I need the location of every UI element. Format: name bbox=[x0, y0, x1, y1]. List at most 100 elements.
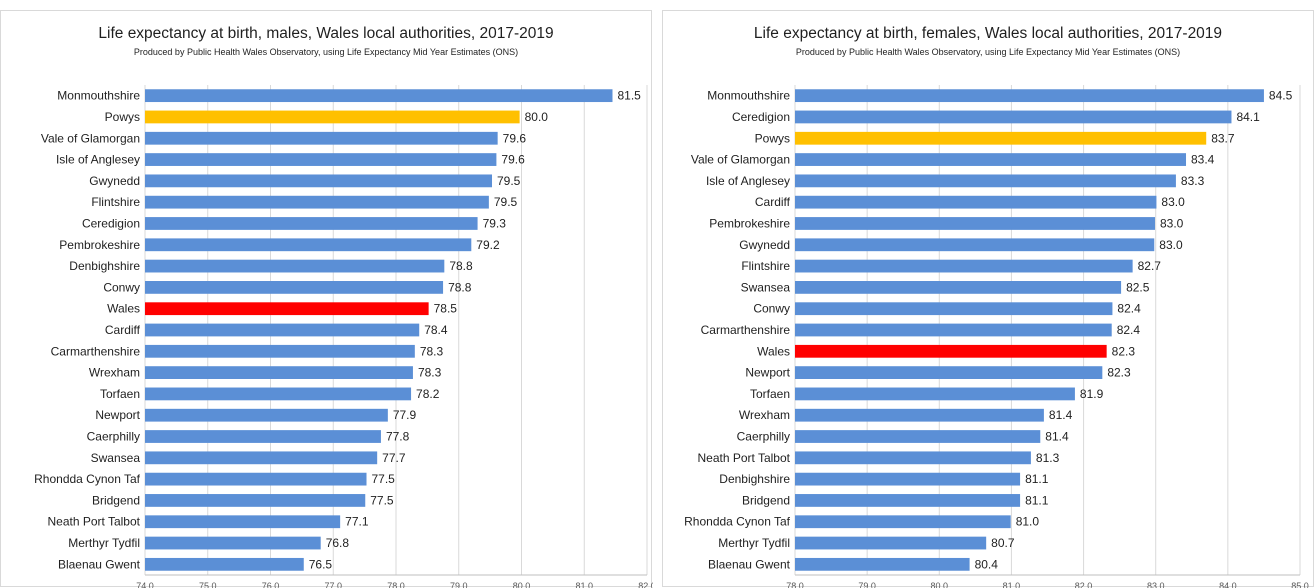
category-label: Gwynedd bbox=[739, 238, 790, 252]
bar bbox=[145, 89, 613, 103]
category-label: Torfaen bbox=[100, 387, 140, 401]
value-label: 77.1 bbox=[345, 515, 369, 529]
bar bbox=[145, 408, 388, 422]
value-label: 82.3 bbox=[1107, 366, 1131, 380]
category-label: Flintshire bbox=[741, 259, 790, 273]
value-label: 81.4 bbox=[1049, 408, 1073, 422]
value-label: 80.7 bbox=[991, 536, 1015, 550]
category-label: Swansea bbox=[91, 451, 141, 465]
category-label: Wrexham bbox=[739, 408, 790, 422]
value-label: 78.3 bbox=[418, 366, 442, 380]
category-label: Isle of Anglesey bbox=[706, 174, 790, 188]
x-tick-label: 81.0 bbox=[575, 581, 593, 588]
value-label: 81.1 bbox=[1025, 472, 1049, 486]
females-bar-chart: 78.0 79.0 80.0 81.0 82.0 83.0 84.0 85.0 Monmouth… bbox=[684, 85, 1309, 588]
value-label: 79.5 bbox=[497, 174, 521, 188]
bar bbox=[145, 153, 497, 166]
category-label: Bridgend bbox=[92, 493, 140, 507]
bar bbox=[795, 110, 1232, 124]
bar bbox=[795, 131, 1207, 145]
chart-title: Life expectancy at birth, females, Wales… bbox=[753, 25, 1223, 42]
category-label: Pembrokeshire bbox=[709, 216, 790, 230]
category-label: Merthyr Tydfil bbox=[718, 536, 790, 550]
bar bbox=[145, 536, 321, 550]
bar bbox=[145, 430, 381, 443]
value-label: 80.0 bbox=[525, 110, 549, 124]
value-label: 76.8 bbox=[326, 536, 350, 550]
category-label: Denbighshire bbox=[69, 259, 140, 273]
category-label: Denbighshire bbox=[719, 472, 790, 486]
bar bbox=[795, 238, 1155, 252]
value-label: 81.5 bbox=[617, 89, 641, 103]
x-tick-label: 83.0 bbox=[1147, 581, 1165, 588]
bar bbox=[145, 195, 489, 209]
x-tick-label: 78.0 bbox=[786, 581, 804, 588]
x-tick-label: 80.0 bbox=[931, 581, 949, 588]
bar bbox=[795, 344, 1107, 358]
bar bbox=[145, 238, 472, 252]
category-label: Rhondda Cynon Taf bbox=[684, 515, 791, 529]
value-label: 83.7 bbox=[1211, 131, 1235, 145]
chart-subtitle: Produced by Public Health Wales Observat… bbox=[133, 47, 519, 57]
value-label: 80.4 bbox=[975, 557, 999, 571]
bar bbox=[795, 302, 1113, 316]
x-tick-label: 76.0 bbox=[262, 581, 280, 588]
value-label: 82.5 bbox=[1126, 280, 1150, 294]
value-label: 77.7 bbox=[382, 451, 406, 465]
category-label: Merthyr Tydfil bbox=[68, 536, 140, 550]
category-label: Wales bbox=[107, 302, 140, 316]
category-label: Vale of Glamorgan bbox=[691, 153, 790, 167]
category-label: Pembrokeshire bbox=[59, 238, 140, 252]
bar bbox=[145, 217, 478, 230]
value-label: 82.4 bbox=[1117, 302, 1141, 316]
value-label: 78.8 bbox=[448, 280, 472, 294]
value-label: 76.5 bbox=[309, 557, 333, 571]
value-label: 83.0 bbox=[1160, 216, 1184, 230]
value-label: 79.6 bbox=[501, 153, 525, 167]
value-label: 81.0 bbox=[1016, 515, 1040, 529]
chart-subtitle: Produced by Public Health Wales Observat… bbox=[795, 47, 1181, 57]
value-label: 78.4 bbox=[424, 323, 448, 337]
value-label: 77.5 bbox=[370, 493, 394, 507]
bar bbox=[145, 110, 520, 124]
value-label: 83.4 bbox=[1191, 153, 1215, 167]
category-label: Ceredigion bbox=[82, 216, 140, 230]
category-label: Carmarthenshire bbox=[51, 344, 141, 358]
value-label: 84.1 bbox=[1236, 110, 1260, 124]
bar bbox=[145, 387, 412, 401]
x-tick-label: 78.0 bbox=[387, 581, 405, 588]
category-label: Bridgend bbox=[742, 493, 790, 507]
value-label: 78.3 bbox=[420, 344, 444, 358]
x-tick-label: 82.0 bbox=[638, 581, 653, 588]
value-label: 82.7 bbox=[1138, 259, 1162, 273]
category-label: Powys bbox=[105, 110, 140, 124]
category-label: Carmarthenshire bbox=[701, 323, 791, 337]
bar bbox=[795, 494, 1021, 507]
value-label: 79.5 bbox=[494, 195, 518, 209]
bar bbox=[795, 195, 1157, 209]
bar bbox=[795, 366, 1103, 379]
category-label: Neath Port Talbot bbox=[47, 515, 140, 529]
bar bbox=[795, 89, 1264, 103]
value-label: 77.8 bbox=[386, 430, 410, 444]
bar bbox=[145, 515, 341, 529]
bar bbox=[795, 472, 1021, 486]
x-tick-label: 77.0 bbox=[324, 581, 342, 588]
bar bbox=[795, 174, 1176, 188]
x-tick-label: 79.0 bbox=[858, 581, 876, 588]
bar bbox=[145, 281, 444, 294]
bar bbox=[795, 408, 1044, 422]
males-chart-panel: Life expectancy at birth, males, Wales l… bbox=[0, 10, 653, 588]
bar bbox=[795, 217, 1155, 230]
category-label: Flintshire bbox=[91, 195, 140, 209]
category-label: Wrexham bbox=[89, 366, 140, 380]
category-label: Torfaen bbox=[750, 387, 790, 401]
value-label: 77.9 bbox=[393, 408, 417, 422]
category-label: Ceredigion bbox=[732, 110, 790, 124]
bar bbox=[145, 344, 415, 358]
category-label: Isle of Anglesey bbox=[56, 153, 140, 167]
bar bbox=[145, 472, 367, 486]
bar bbox=[145, 451, 378, 465]
value-label: 78.2 bbox=[416, 387, 440, 401]
bar bbox=[795, 387, 1075, 401]
